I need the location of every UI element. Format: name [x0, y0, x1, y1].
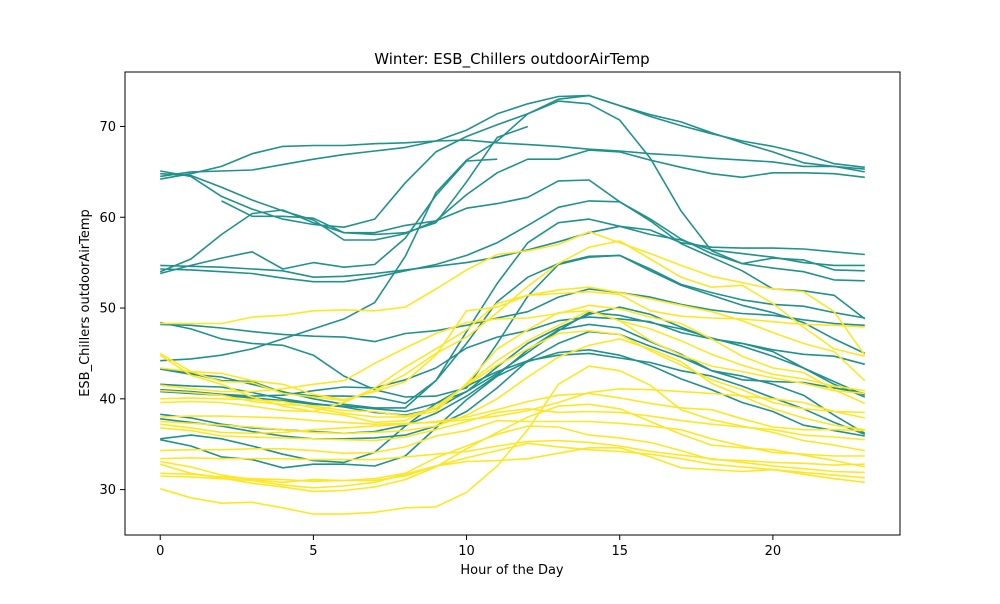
- series-line-1: [160, 139, 865, 180]
- series-line-27: [160, 310, 865, 417]
- y-axis-label: ESB_Chillers outdoorAirTemp: [78, 209, 93, 397]
- series-line-5: [221, 125, 529, 236]
- x-tick-label: 10: [458, 544, 475, 559]
- series-line-26: [160, 304, 866, 405]
- series-line-20: [160, 352, 866, 464]
- series-line-6: [159, 179, 866, 320]
- series-line-19: [160, 330, 866, 440]
- series-lines: [159, 94, 866, 515]
- plot-frame: [124, 71, 901, 536]
- series-line-37: [160, 425, 865, 483]
- y-tick-label: 30: [99, 483, 116, 498]
- series-line-32: [160, 392, 865, 435]
- series-line-7: [159, 158, 498, 275]
- series-line-39: [159, 403, 865, 493]
- series-line-2: [160, 94, 865, 178]
- series-line-9: [160, 200, 865, 283]
- series-line-34: [160, 419, 865, 457]
- series-line-31: [160, 338, 865, 435]
- series-line-25: [160, 286, 866, 401]
- series-line-36: [160, 447, 865, 484]
- series-line-29: [160, 329, 865, 424]
- x-tick-label: 20: [765, 544, 782, 559]
- x-tick-label: 15: [611, 544, 628, 559]
- series-line-22: [160, 231, 866, 356]
- chart-title: Winter: ESB_Chillers outdoorAirTemp: [374, 50, 649, 69]
- y-tick-label: 50: [99, 302, 116, 317]
- series-line-14: [160, 254, 866, 405]
- series-line-40: [159, 365, 865, 515]
- series-line-8: [160, 225, 865, 278]
- series-line-3: [160, 100, 865, 272]
- y-tick-label: 60: [99, 211, 116, 226]
- series-line-4: [160, 149, 865, 241]
- x-tick-label: 0: [156, 544, 164, 559]
- series-line-16: [160, 316, 866, 398]
- series-line-30: [160, 388, 865, 425]
- y-tick-label: 40: [99, 392, 116, 407]
- series-line-10: [160, 288, 865, 343]
- series-line-11: [160, 254, 865, 398]
- series-line-28: [160, 310, 865, 418]
- series-line-21: [160, 349, 865, 469]
- series-line-35: [160, 439, 865, 474]
- x-tick-label: 5: [309, 544, 317, 559]
- x-axis-ticks: 0 5 10 15 20: [156, 535, 781, 559]
- x-axis-label: Hour of the Day: [460, 563, 564, 578]
- y-tick-label: 70: [99, 120, 116, 135]
- series-line-12: [160, 94, 865, 362]
- y-axis-ticks: 30 40 50 60 70: [99, 120, 125, 498]
